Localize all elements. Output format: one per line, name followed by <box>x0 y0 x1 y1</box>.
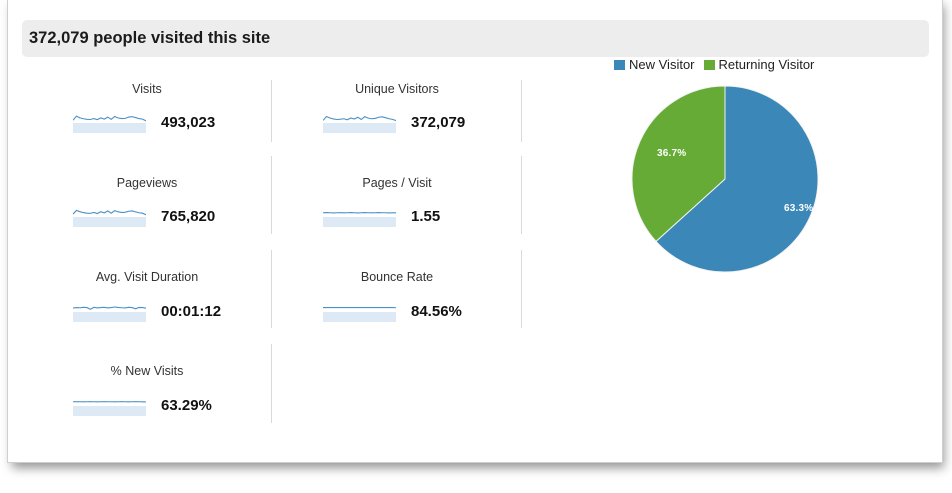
metric-value-row: 765,820 <box>73 206 215 227</box>
metric-cell-pages-per-visit[interactable]: Pages / Visit 1.55 <box>273 156 522 234</box>
metric-value: 493,023 <box>161 114 216 131</box>
metric-cell-percent-new-visits[interactable]: % New Visits 63.29% <box>23 344 272 423</box>
metric-label: Bounce Rate <box>360 270 434 284</box>
pie-legend: New Visitor Returning Visitor <box>614 57 823 72</box>
metric-label: Unique Visitors <box>355 82 439 96</box>
sparkline-chart <box>323 115 396 133</box>
metric-value-row: 84.56% <box>323 301 462 322</box>
metric-label: Pages / Visit <box>362 176 432 190</box>
report-panel: 372,079 people visited this site Visits … <box>7 0 943 463</box>
page-title: 372,079 people visited this site <box>29 29 271 47</box>
metric-cell-unique-visitors[interactable]: Unique Visitors 372,079 <box>273 80 522 142</box>
metric-label: Avg. Visit Duration <box>95 270 199 284</box>
metric-value: 372,079 <box>411 114 466 131</box>
metric-value-row: 493,023 <box>73 112 215 133</box>
sparkline-chart <box>323 212 396 227</box>
metric-cell-pageviews[interactable]: Pageviews 765,820 <box>23 156 272 234</box>
metric-cell-avg-visit-duration[interactable]: Avg. Visit Duration 00:01:12 <box>23 250 272 328</box>
legend-item-new-visitor[interactable]: New Visitor <box>614 57 695 72</box>
sparkline-chart <box>73 306 146 322</box>
legend-swatch-icon <box>614 59 625 70</box>
sparkline-chart <box>323 306 396 322</box>
metric-cell-visits[interactable]: Visits 493,023 <box>23 80 272 142</box>
panel-header: 372,079 people visited this site <box>22 20 929 57</box>
pie-chart <box>631 85 819 273</box>
metric-value: 1.55 <box>411 208 441 225</box>
legend-swatch-icon <box>703 59 715 70</box>
metric-label: % New Visits <box>110 364 184 378</box>
legend-label: New Visitor <box>629 57 695 72</box>
metric-value: 765,820 <box>161 208 216 225</box>
metric-label: Visits <box>132 82 162 96</box>
legend-label: Returning Visitor <box>718 57 815 72</box>
metric-cell-bounce-rate[interactable]: Bounce Rate 84.56% <box>273 250 522 328</box>
legend-item-returning-visitor[interactable]: Returning Visitor <box>703 57 815 72</box>
metric-value-row: 00:01:12 <box>73 301 221 322</box>
metric-value: 84.56% <box>411 303 462 320</box>
pie-slice-label-new-visitor: 63.3% <box>784 203 814 214</box>
metric-value-row: 1.55 <box>323 206 440 227</box>
sparkline-chart <box>73 115 146 133</box>
sparkline-chart <box>73 401 146 416</box>
metric-value: 63.29% <box>161 397 212 414</box>
metric-label: Pageviews <box>116 176 178 190</box>
pie-slice-label-returning-visitor: 36.7% <box>657 148 687 159</box>
metric-value-row: 63.29% <box>73 395 212 416</box>
metric-value: 00:01:12 <box>161 303 222 320</box>
visitor-type-pie[interactable]: 63.3% 36.7% <box>631 85 819 273</box>
metric-value-row: 372,079 <box>323 112 465 133</box>
sparkline-chart <box>73 209 146 227</box>
